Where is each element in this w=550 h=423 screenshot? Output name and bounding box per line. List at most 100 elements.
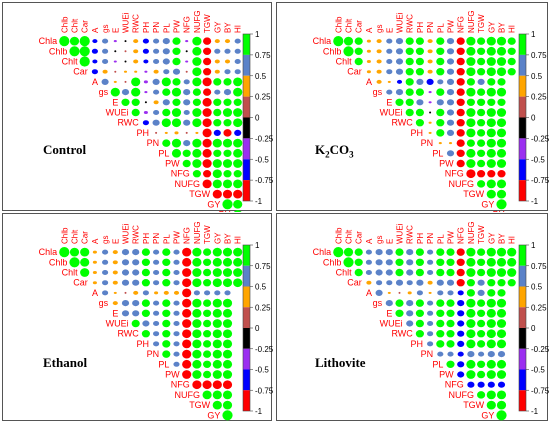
- corr-a-by: [223, 78, 232, 86]
- row-label-rwc: RWC: [391, 329, 413, 339]
- corr-chla-a: [92, 250, 97, 254]
- colorbar-segment: [243, 286, 250, 308]
- colorbar-segment: [519, 286, 526, 308]
- corr-a-pw: [447, 290, 454, 296]
- corr-chla-nufg: [192, 36, 202, 46]
- corr-chlb-pl: [162, 48, 170, 55]
- corr-car-hi: [507, 67, 516, 76]
- col-label-tgw: TGW: [477, 225, 486, 244]
- col-label-nufg: NUFG: [467, 221, 476, 244]
- corr-car-tgw: [203, 278, 212, 287]
- corr-gs-by: [223, 89, 232, 96]
- corr-wuei-pl: [162, 319, 171, 328]
- corr-chla-e: [385, 249, 393, 256]
- corr-chlt-e: [113, 60, 117, 63]
- corr-chlt-wuei: [395, 58, 404, 65]
- corr-nfg-by: [223, 169, 232, 178]
- corr-ph-nfg: [185, 131, 188, 134]
- corr-wuei-nufg: [192, 108, 202, 117]
- row-label-rwc: RWC: [117, 329, 139, 339]
- corr-pl-hi: [233, 148, 243, 158]
- corr-pw-tgw: [477, 159, 486, 168]
- corr-chla-tgw: [477, 37, 486, 45]
- corr-rwc-pl: [436, 329, 445, 338]
- corr-gs-ph: [415, 88, 424, 96]
- corr-wuei-gy: [486, 319, 496, 328]
- corr-rwc-ph: [415, 118, 424, 127]
- corr-car-gy: [214, 69, 220, 74]
- corr-car-by: [224, 69, 231, 75]
- corr-chla-chlt: [343, 36, 354, 46]
- corr-ph-nfg: [456, 129, 465, 137]
- col-label-a: A: [365, 238, 374, 244]
- row-label-by: BY: [493, 210, 505, 213]
- corr-chlb-ph: [142, 48, 149, 54]
- corr-tgw-gy: [212, 400, 222, 410]
- row-label-nufg: NUFG: [449, 179, 475, 189]
- corr-chlt-car: [80, 268, 90, 277]
- row-label-wuei: WUEi: [106, 319, 129, 329]
- corr-ph-nfg: [182, 339, 192, 349]
- colorbar-segment: [243, 117, 250, 139]
- corr-pw-nfg: [182, 370, 192, 379]
- corr-nfg-tgw: [477, 381, 485, 388]
- row-label-gs: gs: [373, 298, 383, 308]
- corr-e-pn: [153, 310, 160, 316]
- corr-chlb-hi: [234, 48, 241, 54]
- col-label-gy: GY: [213, 21, 222, 33]
- corr-pn-nufg: [192, 349, 202, 359]
- corr-chlb-rwc: [406, 259, 414, 266]
- corr-chlb-by: [222, 257, 233, 267]
- corr-chlb-gs: [375, 259, 383, 266]
- corr-car-nufg: [192, 278, 202, 288]
- col-label-gy: GY: [487, 21, 496, 33]
- corr-rwc-hi: [233, 118, 243, 128]
- row-label-gy: GY: [481, 199, 494, 209]
- corr-car-e: [112, 280, 118, 285]
- corr-chlt-a: [365, 269, 372, 276]
- corr-a-wuei: [124, 291, 127, 294]
- corr-pn-pl: [162, 139, 171, 147]
- colorbar-segment: [243, 348, 250, 370]
- corr-car-gs: [102, 280, 109, 286]
- corr-gs-pw: [171, 87, 182, 97]
- corr-chlt-gy: [214, 59, 220, 64]
- corr-chla-gy: [486, 36, 496, 46]
- corr-wuei-pw: [173, 320, 180, 327]
- corr-a-wuei: [398, 291, 401, 294]
- colorbar-segment: [243, 265, 250, 287]
- corr-ph-gy: [486, 128, 496, 138]
- corr-car-gy: [212, 278, 222, 288]
- corr-chlb-gs: [102, 259, 109, 265]
- corr-a-nfg: [456, 78, 465, 86]
- colorbar-tick-label: 0: [255, 324, 260, 333]
- corr-ph-tgw: [477, 129, 486, 137]
- corr-chlt-pw: [172, 57, 181, 66]
- corr-e-ph: [415, 309, 424, 318]
- corr-e-gy: [213, 98, 222, 107]
- corr-rwc-by: [223, 118, 232, 127]
- corr-a-e: [113, 291, 117, 294]
- col-label-by: BY: [224, 22, 233, 33]
- corr-chlb-car: [79, 46, 90, 57]
- corr-chla-rwc: [405, 37, 414, 45]
- colorbar-tick-label: -0.75: [531, 386, 549, 395]
- corr-a-gs: [376, 79, 382, 84]
- corr-pl-nfg: [457, 361, 465, 368]
- colorbar-segment: [243, 54, 250, 76]
- corr-chlt-e: [386, 58, 393, 65]
- corr-chla-car: [79, 36, 90, 47]
- corr-gs-pl: [162, 88, 171, 96]
- corr-nufg-gy: [212, 390, 222, 400]
- corr-chlt-rwc: [405, 57, 414, 66]
- corr-car-gs: [376, 280, 383, 286]
- col-label-pw: PW: [173, 20, 182, 33]
- col-label-by: BY: [498, 233, 507, 244]
- corr-chla-rwc: [132, 249, 140, 256]
- corr-wuei-by: [222, 108, 233, 117]
- corr-a-ph: [143, 80, 148, 84]
- corr-tgw-by: [222, 400, 233, 410]
- corr-chlt-gs: [376, 59, 382, 64]
- corr-gs-pl: [162, 299, 171, 307]
